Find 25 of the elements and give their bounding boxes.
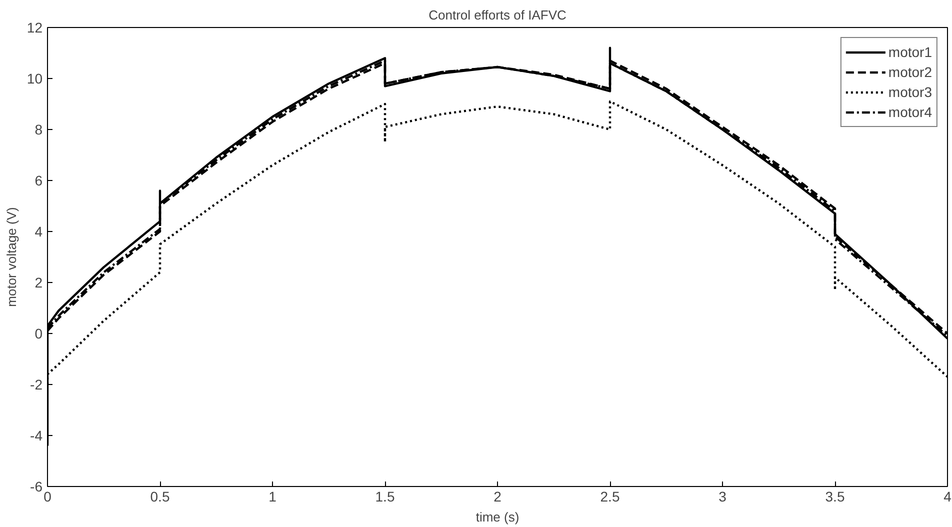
x-tick-label: 2: [494, 488, 502, 504]
y-tick-label: 4: [34, 224, 43, 240]
x-tick-label: 3.5: [825, 488, 845, 504]
legend-label: motor1: [888, 44, 932, 60]
y-axis-title: motor voltage (V): [4, 207, 19, 307]
y-tick-label: 0: [34, 326, 43, 342]
chart-title: Control efforts of IAFVC: [428, 8, 566, 22]
y-tick-label: 8: [34, 122, 43, 138]
y-tick-label: 10: [26, 70, 43, 86]
y-tick-label: 2: [34, 274, 43, 290]
y-tick-label: 12: [26, 20, 43, 36]
x-axis-title: time (s): [476, 510, 520, 524]
x-tick-label: 3: [718, 488, 727, 504]
x-tick-label: 0.5: [150, 488, 170, 504]
y-tick-label: -2: [30, 376, 43, 392]
legend-label: motor3: [888, 84, 932, 100]
y-tick-label: -4: [30, 428, 43, 444]
x-tick-label: 1: [268, 488, 277, 504]
legend-label: motor4: [888, 104, 932, 120]
legend-label: motor2: [888, 64, 932, 80]
x-tick-label: 4: [944, 488, 952, 504]
x-tick-label: 2.5: [600, 488, 620, 504]
x-tick-label: 1.5: [375, 488, 395, 504]
y-tick-label: -6: [30, 478, 43, 494]
y-tick-label: 6: [34, 172, 43, 188]
